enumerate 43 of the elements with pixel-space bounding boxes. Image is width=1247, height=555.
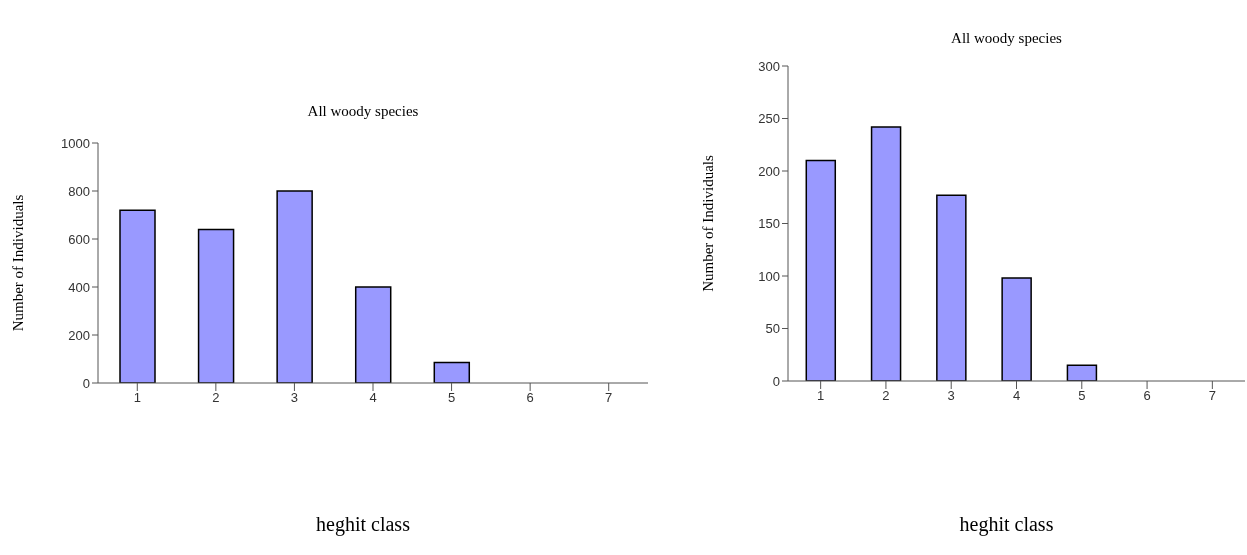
x-tick-label: 1	[133, 390, 141, 406]
x-tick-label: 4	[1012, 388, 1021, 404]
x-axis-title: heghit class	[315, 513, 411, 536]
y-tick-label: 400	[68, 279, 90, 295]
y-axis-title: Number of Individuals	[700, 155, 717, 292]
y-tick-label: 0	[82, 375, 90, 391]
x-tick-label: 6	[526, 390, 534, 406]
bar	[805, 159, 837, 381]
x-tick-label: 5	[1078, 388, 1086, 404]
bar	[1066, 364, 1098, 381]
x-tick-label: 7	[1208, 388, 1216, 404]
y-tick-label: 200	[68, 327, 90, 343]
bar	[870, 126, 902, 381]
x-tick-label: 3	[947, 388, 955, 404]
y-axis-title: Number of Individuals	[10, 194, 27, 332]
x-tick-label: 1	[817, 388, 825, 404]
y-tick-label: 300	[758, 58, 780, 74]
y-tick-label: 100	[758, 268, 780, 284]
y-tick-label: 150	[758, 216, 780, 232]
bar	[276, 190, 313, 383]
bar	[354, 286, 392, 383]
bar	[1001, 277, 1032, 381]
y-tick-label: 50	[765, 321, 780, 337]
x-tick-label: 2	[212, 390, 220, 406]
bar	[433, 361, 471, 383]
chart-title: All woody species	[950, 30, 1063, 47]
bar	[119, 209, 156, 383]
y-tick-label: 200	[758, 163, 780, 179]
y-tick-label: 250	[758, 111, 780, 127]
bar	[197, 228, 235, 383]
bar	[936, 194, 967, 381]
x-tick-label: 4	[369, 390, 377, 406]
x-tick-label: 6	[1143, 388, 1151, 404]
y-tick-label: 800	[68, 183, 90, 199]
y-tick-label: 0	[772, 373, 780, 389]
x-tick-label: 7	[605, 390, 613, 406]
x-tick-label: 2	[882, 388, 890, 404]
x-tick-label: 3	[290, 390, 299, 406]
x-tick-label: 5	[447, 390, 456, 406]
y-tick-label: 1000	[61, 135, 90, 151]
x-axis-title: heghit class	[958, 513, 1055, 536]
y-tick-label: 600	[68, 231, 90, 247]
chart-title: All woody species	[306, 103, 420, 120]
